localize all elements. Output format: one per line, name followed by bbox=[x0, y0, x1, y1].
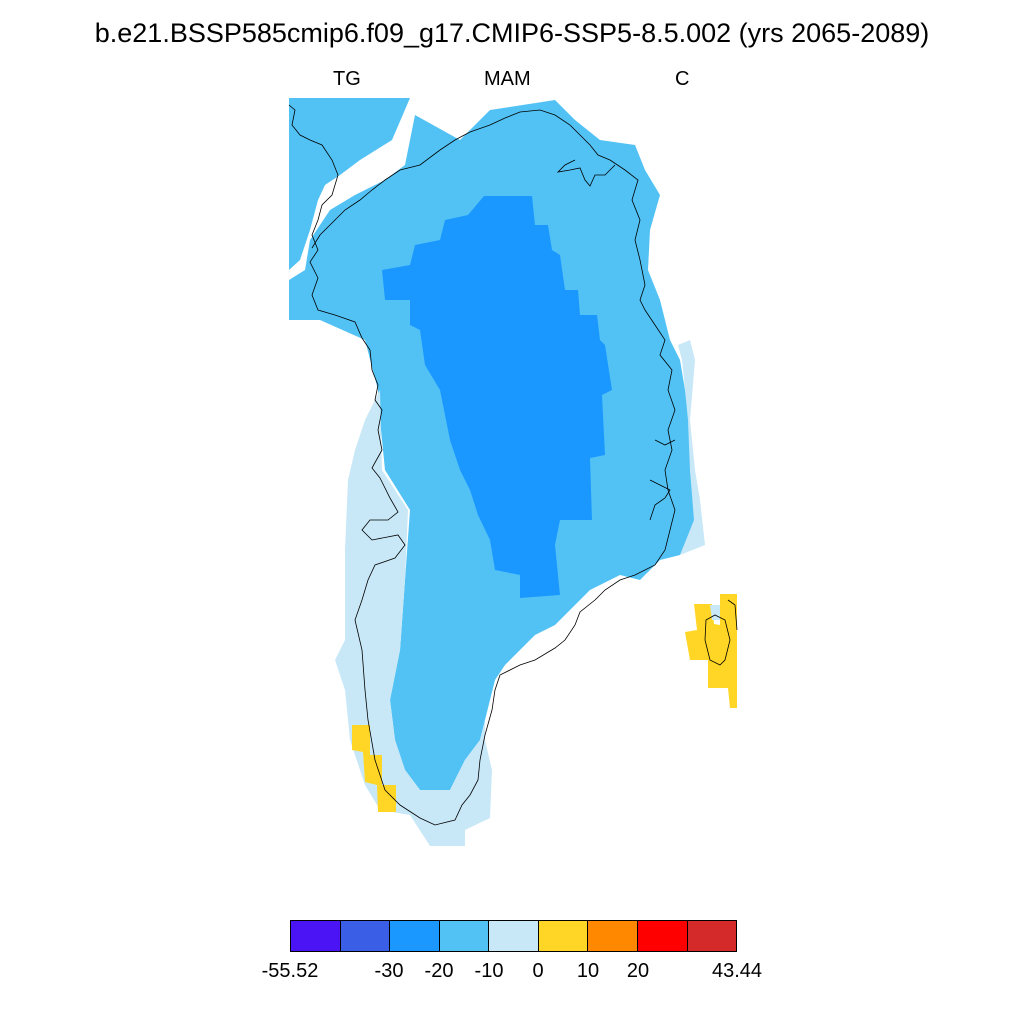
colorbar-label: -20 bbox=[424, 960, 454, 982]
colorbar-swatch bbox=[291, 921, 341, 951]
colorbar-label: -55.52 bbox=[261, 960, 319, 982]
field-yellow-e bbox=[685, 594, 737, 708]
colorbar-label: -10 bbox=[474, 960, 504, 982]
variable-label: TG bbox=[333, 68, 361, 90]
coastline bbox=[288, 104, 738, 826]
units-label: C bbox=[675, 68, 690, 90]
colorbar-label: 20 bbox=[626, 960, 650, 982]
colorbar-swatch bbox=[538, 921, 589, 951]
colorbar-swatch bbox=[637, 921, 688, 951]
colorbar-swatch bbox=[489, 921, 539, 951]
colorbar-label: -30 bbox=[374, 960, 404, 982]
colorbar bbox=[290, 920, 737, 952]
colorbar-swatch bbox=[439, 921, 490, 951]
map-title: b.e21.BSSP585cmip6.f09_g17.CMIP6-SSP5-8.… bbox=[94, 18, 930, 48]
colorbar-label: 0 bbox=[532, 960, 544, 982]
colorbar-swatch bbox=[390, 921, 440, 951]
colorbar-swatch bbox=[687, 921, 737, 951]
field-pale-blue bbox=[335, 340, 705, 846]
colorbar-swatch bbox=[340, 921, 391, 951]
field-mid-blue bbox=[382, 196, 612, 598]
colorbar-swatch bbox=[588, 921, 638, 951]
colorbar-label: 43.44 bbox=[711, 960, 763, 982]
season-label: MAM bbox=[484, 68, 531, 90]
colorbar-label: 10 bbox=[576, 960, 600, 982]
